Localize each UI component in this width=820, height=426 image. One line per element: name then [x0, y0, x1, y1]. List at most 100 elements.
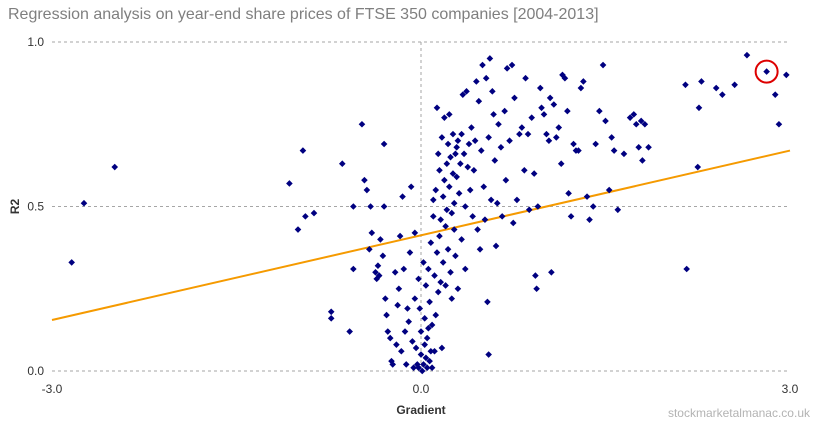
- data-points: [68, 51, 790, 375]
- data-point: [391, 269, 399, 276]
- data-point: [421, 341, 428, 348]
- data-point: [454, 137, 462, 144]
- data-point: [530, 170, 538, 177]
- data-point: [366, 245, 373, 253]
- data-point: [448, 209, 456, 217]
- data-point: [382, 295, 389, 302]
- data-point: [545, 137, 553, 144]
- data-point: [498, 213, 506, 220]
- data-point: [452, 252, 459, 260]
- y-tick-label: 1.0: [27, 35, 44, 49]
- data-point: [415, 275, 422, 283]
- data-point: [395, 285, 403, 293]
- data-point: [427, 347, 435, 355]
- data-point: [486, 55, 494, 62]
- data-point: [532, 272, 539, 279]
- data-point: [443, 206, 451, 214]
- data-point: [508, 61, 516, 69]
- data-point: [358, 120, 366, 128]
- data-point: [473, 78, 480, 85]
- data-point: [415, 364, 422, 372]
- data-point: [423, 334, 431, 342]
- data-point: [310, 209, 318, 217]
- data-point: [443, 160, 451, 168]
- data-point: [420, 259, 427, 266]
- data-point: [386, 334, 394, 342]
- data-point: [771, 91, 779, 98]
- data-point: [599, 61, 607, 69]
- data-point: [471, 137, 479, 144]
- data-point: [682, 81, 689, 89]
- data-point: [783, 71, 790, 79]
- data-point: [575, 147, 582, 154]
- data-point: [503, 65, 511, 72]
- data-point: [466, 186, 474, 194]
- data-point: [422, 354, 430, 362]
- data-point: [583, 193, 591, 200]
- data-point: [412, 344, 420, 352]
- data-point: [743, 51, 751, 59]
- data-point: [400, 265, 408, 273]
- data-point: [401, 328, 409, 335]
- data-point: [450, 226, 458, 233]
- data-point: [437, 278, 444, 286]
- data-point: [421, 315, 428, 322]
- data-point: [409, 338, 416, 345]
- data-point: [480, 183, 488, 191]
- data-point: [327, 315, 335, 322]
- data-point: [299, 147, 307, 154]
- data-point: [501, 107, 508, 115]
- data-point: [731, 81, 738, 89]
- data-point: [557, 160, 565, 168]
- data-point: [438, 344, 446, 352]
- data-point: [614, 206, 622, 214]
- data-point: [534, 203, 542, 210]
- data-point: [533, 285, 540, 293]
- data-point: [439, 193, 447, 200]
- data-point: [399, 193, 406, 200]
- data-point: [476, 245, 484, 253]
- data-point: [380, 140, 388, 148]
- data-point: [441, 114, 448, 121]
- data-point: [506, 137, 513, 144]
- data-point: [420, 361, 427, 368]
- data-point: [437, 216, 444, 223]
- data-point: [592, 140, 599, 148]
- data-point: [431, 272, 438, 279]
- data-point: [432, 311, 440, 319]
- data-point: [380, 203, 388, 210]
- data-point: [485, 134, 492, 141]
- data-point: [712, 84, 720, 92]
- data-point: [550, 101, 558, 108]
- data-point: [350, 265, 357, 273]
- data-point: [404, 305, 411, 312]
- data-point: [484, 298, 491, 306]
- data-point: [302, 213, 309, 220]
- data-point: [434, 288, 442, 296]
- data-point: [422, 282, 430, 289]
- data-point: [439, 259, 447, 266]
- data-point: [411, 229, 419, 237]
- data-point: [497, 143, 505, 151]
- data-point: [502, 176, 510, 184]
- data-point: [294, 226, 302, 233]
- trendline: [51, 149, 791, 321]
- data-point: [449, 130, 457, 138]
- data-point: [350, 203, 357, 210]
- data-point: [373, 275, 381, 283]
- data-point: [461, 203, 469, 210]
- data-point: [402, 361, 410, 368]
- data-point: [438, 134, 446, 141]
- data-point: [479, 61, 486, 69]
- x-axis-title: Gradient: [396, 403, 445, 417]
- data-point: [610, 147, 618, 154]
- data-point: [448, 295, 456, 302]
- data-point: [630, 111, 638, 118]
- data-point: [425, 324, 432, 332]
- data-point: [719, 91, 726, 98]
- data-point: [564, 107, 571, 115]
- data-point: [465, 140, 473, 148]
- gridlines: [52, 41, 790, 372]
- data-point: [436, 232, 443, 240]
- data-point: [394, 301, 401, 309]
